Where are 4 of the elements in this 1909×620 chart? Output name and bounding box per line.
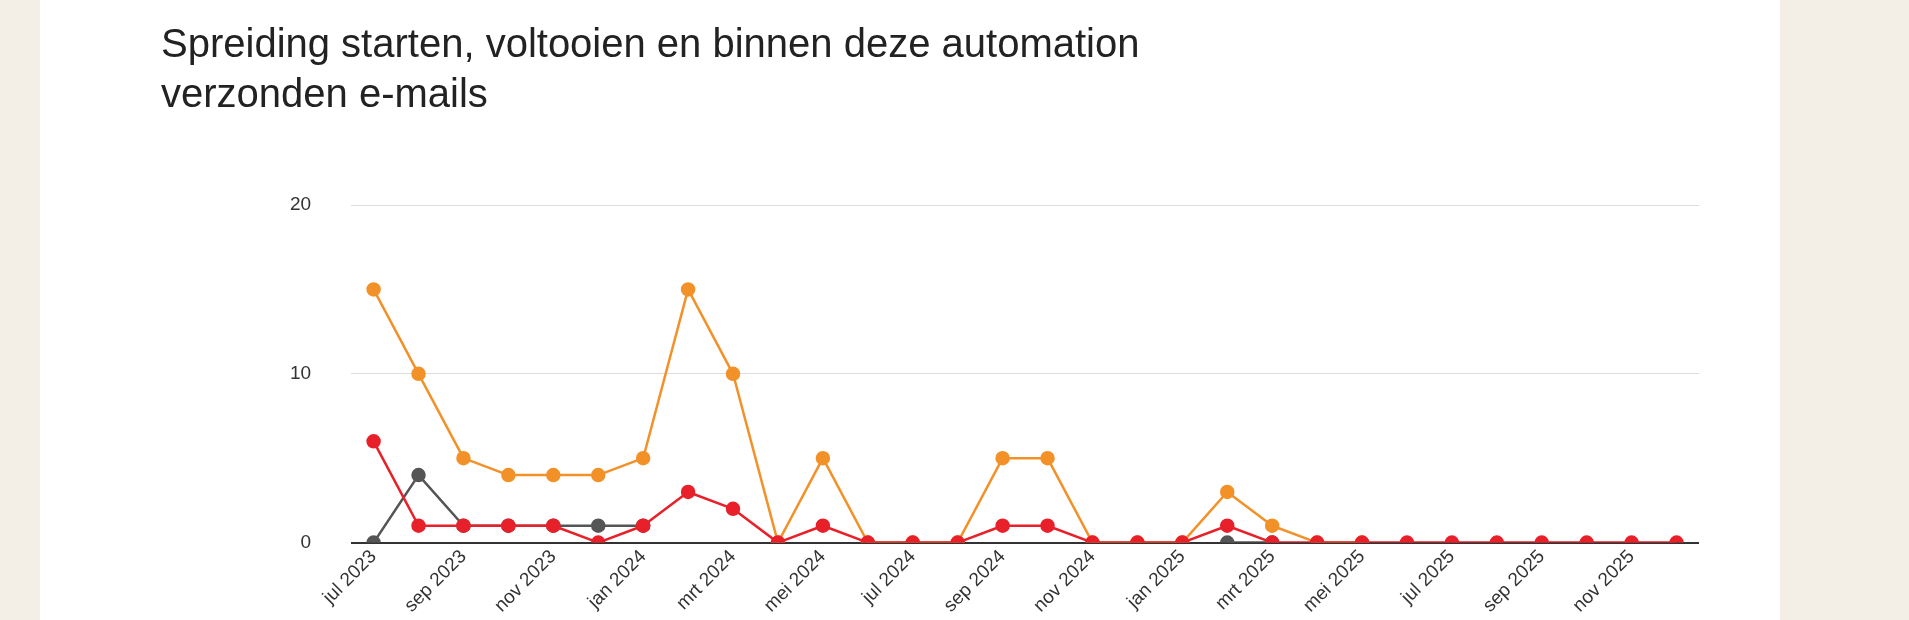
chart-title: Spreiding starten, voltooien en binnen deze automation verzonden e-mails — [161, 20, 1141, 117]
y-tick-label: 10 — [289, 362, 312, 384]
y-tick-label: 0 — [300, 530, 312, 552]
y-tick-label: 20 — [289, 193, 312, 215]
